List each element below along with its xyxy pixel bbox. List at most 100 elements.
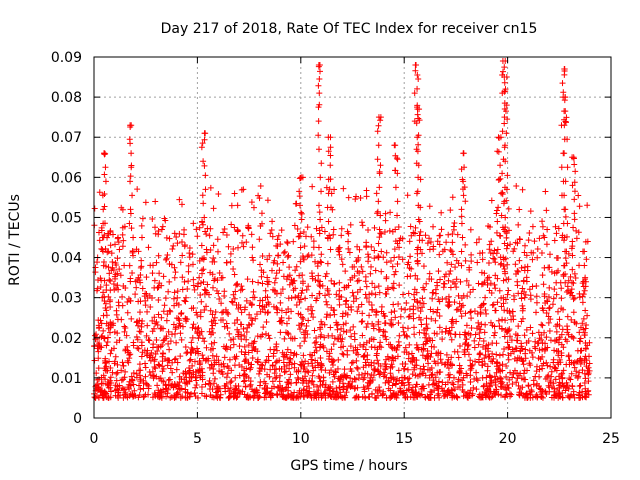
x-axis-ticks: 0 5 10 15 20 25 bbox=[90, 57, 620, 447]
data-point bbox=[199, 192, 206, 199]
data-point bbox=[341, 366, 348, 373]
data-point bbox=[482, 389, 489, 396]
data-point bbox=[586, 353, 593, 360]
data-point bbox=[150, 262, 157, 269]
data-point bbox=[132, 278, 139, 285]
data-point bbox=[377, 117, 384, 124]
data-point bbox=[363, 187, 370, 194]
data-point bbox=[183, 294, 190, 301]
data-point bbox=[436, 232, 443, 239]
data-point bbox=[298, 210, 305, 217]
data-point bbox=[120, 385, 127, 392]
data-point bbox=[158, 391, 165, 398]
data-point bbox=[280, 249, 287, 256]
data-point bbox=[506, 390, 513, 397]
data-point bbox=[581, 287, 588, 294]
data-point bbox=[215, 290, 222, 297]
data-point bbox=[325, 190, 332, 197]
data-point bbox=[427, 388, 434, 395]
data-point bbox=[417, 365, 424, 372]
data-point bbox=[507, 350, 514, 357]
data-point bbox=[577, 360, 584, 367]
data-point bbox=[106, 358, 113, 365]
data-point bbox=[392, 355, 399, 362]
data-point bbox=[363, 193, 370, 200]
data-point bbox=[145, 336, 152, 343]
data-point bbox=[443, 351, 450, 358]
data-point bbox=[192, 393, 199, 400]
data-point bbox=[208, 325, 215, 332]
data-point bbox=[419, 352, 426, 359]
data-point bbox=[453, 394, 460, 401]
data-point bbox=[562, 178, 569, 185]
data-point bbox=[352, 376, 359, 383]
data-point bbox=[453, 306, 460, 313]
data-point bbox=[537, 388, 544, 395]
data-point bbox=[302, 327, 309, 334]
data-point bbox=[259, 362, 266, 369]
data-point bbox=[435, 390, 442, 397]
data-point bbox=[186, 393, 193, 400]
data-point bbox=[405, 259, 412, 266]
data-point bbox=[110, 281, 117, 288]
data-point bbox=[155, 393, 162, 400]
data-point bbox=[191, 358, 198, 365]
data-point bbox=[114, 361, 121, 368]
data-point bbox=[292, 285, 299, 292]
data-point bbox=[94, 335, 101, 342]
data-point bbox=[217, 391, 224, 398]
data-point bbox=[226, 330, 233, 337]
data-point bbox=[523, 278, 530, 285]
data-point bbox=[585, 378, 592, 385]
data-point bbox=[315, 146, 322, 153]
data-point bbox=[553, 230, 560, 237]
data-point bbox=[254, 359, 261, 366]
data-point bbox=[232, 288, 239, 295]
data-point bbox=[367, 380, 374, 387]
data-point bbox=[300, 377, 307, 384]
data-point bbox=[355, 304, 362, 311]
data-point bbox=[195, 324, 202, 331]
data-point bbox=[318, 160, 325, 167]
data-point bbox=[297, 258, 304, 265]
data-point bbox=[354, 268, 361, 275]
data-point bbox=[570, 309, 577, 316]
data-point bbox=[211, 275, 218, 282]
data-point bbox=[254, 348, 261, 355]
data-point bbox=[100, 390, 107, 397]
data-point bbox=[231, 271, 238, 278]
data-point bbox=[462, 257, 469, 264]
data-point bbox=[414, 344, 421, 351]
data-point bbox=[502, 88, 509, 95]
data-point bbox=[171, 230, 178, 237]
data-point bbox=[267, 366, 274, 373]
data-point bbox=[134, 277, 141, 284]
data-point bbox=[285, 315, 292, 322]
data-point bbox=[538, 250, 545, 257]
data-point bbox=[275, 384, 282, 391]
data-point bbox=[572, 168, 579, 175]
data-point bbox=[336, 296, 343, 303]
data-point bbox=[576, 389, 583, 396]
data-point bbox=[291, 222, 298, 229]
data-point bbox=[371, 284, 378, 291]
data-point bbox=[582, 238, 589, 245]
data-point bbox=[546, 327, 553, 334]
data-point bbox=[296, 272, 303, 279]
data-point bbox=[133, 370, 140, 377]
data-point bbox=[582, 375, 589, 382]
data-point bbox=[510, 370, 517, 377]
data-point bbox=[412, 272, 419, 279]
data-point bbox=[582, 345, 589, 352]
data-point bbox=[191, 286, 198, 293]
data-point bbox=[188, 339, 195, 346]
data-point bbox=[407, 253, 414, 260]
data-point bbox=[115, 299, 122, 306]
data-point bbox=[113, 370, 120, 377]
data-point bbox=[347, 276, 354, 283]
data-point bbox=[546, 388, 553, 395]
data-point bbox=[476, 351, 483, 358]
data-point bbox=[571, 319, 578, 326]
data-point bbox=[450, 223, 457, 230]
data-point bbox=[449, 316, 456, 323]
